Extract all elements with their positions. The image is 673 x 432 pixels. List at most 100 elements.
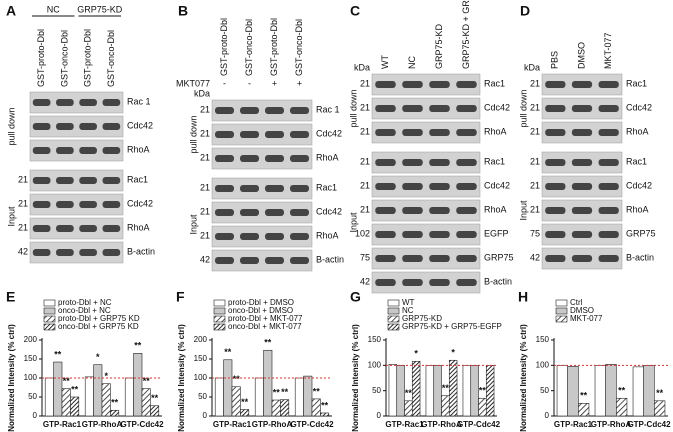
bar	[320, 412, 330, 417]
band	[79, 99, 97, 106]
band	[429, 231, 450, 238]
lane-label: DMSO	[576, 42, 586, 69]
blot-strip	[371, 151, 481, 174]
treatment-value: +	[272, 78, 277, 88]
bar	[425, 365, 435, 417]
band	[429, 129, 450, 136]
legend-swatch	[43, 299, 56, 307]
band	[375, 207, 396, 214]
significance: **	[580, 391, 588, 401]
band	[402, 279, 423, 286]
section-label: pull down	[518, 89, 528, 127]
blot-strip	[211, 123, 313, 146]
blot-strip	[371, 247, 481, 270]
x-tick-label: GTP-Rac1	[213, 420, 252, 429]
bar	[93, 364, 103, 417]
legend-label: WT	[402, 298, 415, 307]
lane-label: GRP75-KD + GRP75-EGFP	[461, 0, 471, 69]
band	[429, 183, 450, 190]
bar	[214, 377, 224, 417]
legend-swatch	[213, 307, 226, 315]
blot-strip	[371, 73, 481, 96]
section-label: Input	[6, 206, 16, 227]
bar	[567, 366, 579, 417]
blot-strip	[29, 91, 124, 114]
band	[545, 207, 566, 214]
bar	[150, 405, 160, 417]
legend-label: onco-Dbl + NC	[58, 306, 111, 315]
treatment-value: +	[297, 78, 302, 88]
treatment-value: -	[223, 78, 226, 88]
band	[571, 183, 593, 190]
y-tick-label: 150	[24, 354, 38, 363]
band	[290, 209, 309, 216]
significance: **	[111, 398, 119, 408]
blot-strip	[29, 193, 124, 216]
band	[375, 105, 396, 112]
lane-label: WT	[380, 55, 390, 69]
kda-label: 21	[360, 102, 370, 112]
x-tick-label: GTP-RhoA	[421, 420, 462, 429]
lane-label: GST-onco-Dbl	[106, 30, 116, 87]
y-tick-label: 0	[377, 411, 382, 420]
band	[56, 99, 74, 106]
significance: **	[656, 388, 664, 398]
significance: **	[313, 386, 321, 396]
band	[32, 177, 51, 184]
kda-label: 21	[200, 230, 210, 240]
band	[571, 231, 593, 238]
bar	[654, 400, 666, 417]
bar	[110, 409, 120, 417]
bar	[124, 377, 134, 417]
band	[102, 177, 121, 184]
protein-label: Cdc42	[484, 180, 510, 190]
band	[375, 159, 396, 166]
blot-strip	[371, 175, 481, 198]
x-tick-label: GTP-Cdc42	[457, 420, 501, 429]
band	[429, 279, 450, 286]
band	[598, 183, 619, 190]
bar	[388, 364, 398, 417]
bar	[70, 396, 80, 417]
blot-strip	[371, 199, 481, 222]
protein-label: Cdc42	[127, 198, 153, 208]
band	[79, 201, 97, 208]
band	[598, 255, 619, 262]
band	[79, 147, 97, 154]
bar	[462, 365, 472, 417]
band	[56, 201, 74, 208]
kda-label: 21	[530, 180, 540, 190]
band	[545, 255, 566, 262]
kda-header: kDa	[194, 88, 210, 98]
band	[56, 123, 74, 130]
band	[545, 159, 566, 166]
kda-label: 21	[200, 128, 210, 138]
bar	[303, 375, 313, 417]
legend-swatch	[43, 323, 56, 331]
significance: **	[63, 376, 71, 386]
band	[402, 207, 423, 214]
lane-label: GST-onco-Dbl	[59, 30, 69, 87]
significance: **	[134, 341, 142, 351]
bar	[271, 399, 281, 417]
bar	[404, 400, 413, 417]
band	[598, 81, 619, 88]
band	[265, 185, 284, 192]
legend-swatch	[555, 307, 568, 315]
protein-label: RhoA	[127, 222, 150, 232]
band	[56, 147, 74, 154]
panel-letter: G	[350, 289, 361, 305]
legend-swatch	[387, 299, 400, 307]
significance: **	[233, 374, 241, 384]
significance: **	[405, 388, 413, 398]
kda-header: kDa	[354, 62, 370, 72]
band	[375, 231, 396, 238]
blot-strip	[211, 225, 313, 248]
bar	[101, 383, 111, 417]
section-label: pull down	[188, 115, 198, 153]
band	[429, 207, 450, 214]
kda-label: 102	[355, 228, 370, 238]
panel-letter: B	[178, 3, 188, 19]
band	[290, 257, 309, 264]
legend-label: GRP75-KD + GRP75-EGFP	[402, 322, 502, 331]
